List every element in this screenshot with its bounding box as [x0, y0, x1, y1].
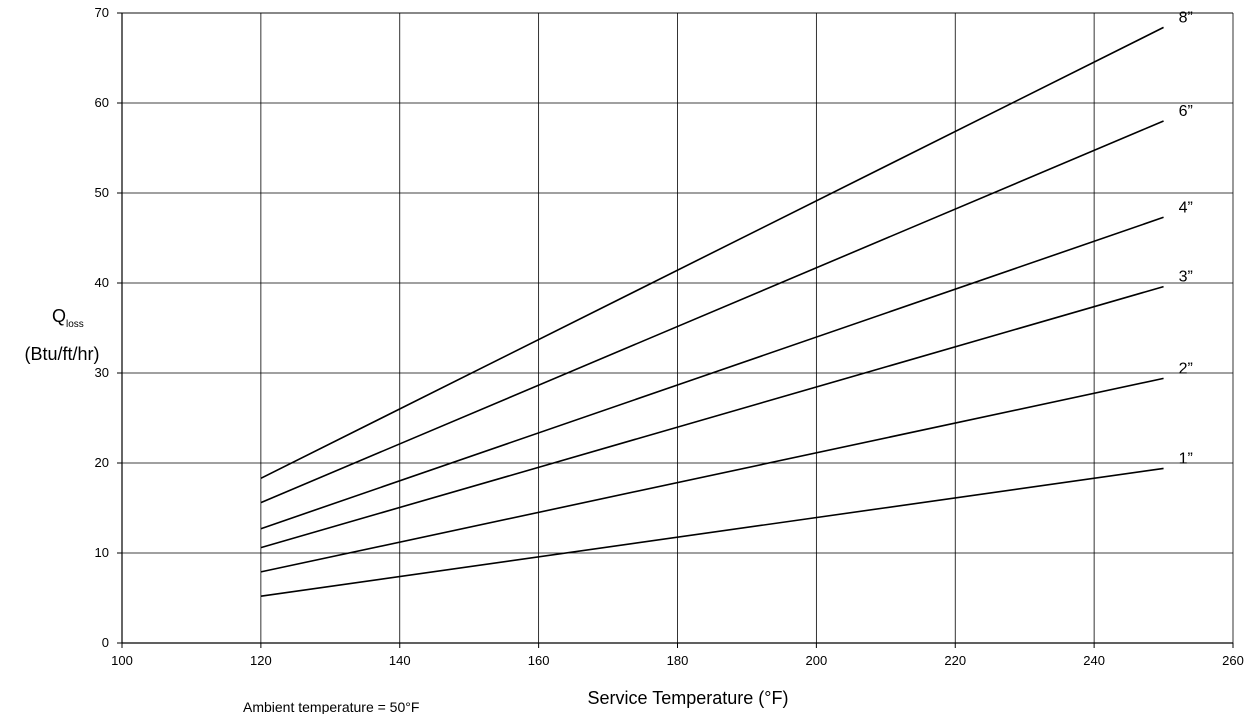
y-tick-label: 20: [95, 455, 109, 470]
axes: [117, 12, 1234, 648]
y-tick-label: 50: [95, 185, 109, 200]
series-labels: 1” 2” 3” 4” 6” 8”: [1179, 9, 1193, 467]
series-line: [260, 377, 1164, 573]
series-label: 4”: [1179, 199, 1193, 216]
tick-labels: 100 120 140 160 180 200 220 240 260 0 10 20 30 40 50 60…: [95, 5, 1244, 668]
y-axis-units: (Btu/ft/hr): [24, 344, 99, 364]
x-tick-label: 120: [250, 653, 272, 668]
series-line: [260, 285, 1164, 549]
x-tick-label: 260: [1222, 653, 1244, 668]
series-label: 1”: [1179, 450, 1193, 467]
series-line: [260, 120, 1164, 504]
y-axis-title-main: Q: [52, 306, 66, 326]
series-line: [260, 467, 1164, 597]
series-label: 3”: [1179, 269, 1193, 286]
x-tick-label: 180: [667, 653, 689, 668]
y-axis-title-subscript: loss: [66, 319, 84, 330]
x-tick-label: 140: [389, 653, 411, 668]
y-tick-label: 10: [95, 545, 109, 560]
y-axis-title: Qloss: [52, 306, 84, 330]
series-label: 2”: [1179, 360, 1193, 377]
y-tick-label: 70: [95, 5, 109, 20]
series-lines: [260, 26, 1164, 597]
x-tick-label: 100: [111, 653, 133, 668]
ambient-note: Ambient temperature = 50°F: [243, 699, 419, 714]
x-tick-label: 160: [528, 653, 550, 668]
x-tick-label: 200: [806, 653, 828, 668]
y-tick-label: 40: [95, 275, 109, 290]
grid-lines: [122, 12, 1234, 643]
x-tick-label: 240: [1083, 653, 1105, 668]
y-tick-label: 30: [95, 365, 109, 380]
x-axis-title: Service Temperature (°F): [588, 688, 789, 708]
series-label: 8”: [1179, 9, 1193, 26]
y-tick-label: 60: [95, 95, 109, 110]
series-line: [260, 26, 1164, 480]
x-tick-label: 220: [944, 653, 966, 668]
y-tick-label: 0: [102, 635, 109, 650]
series-line: [260, 216, 1164, 530]
series-label: 6”: [1179, 103, 1193, 120]
